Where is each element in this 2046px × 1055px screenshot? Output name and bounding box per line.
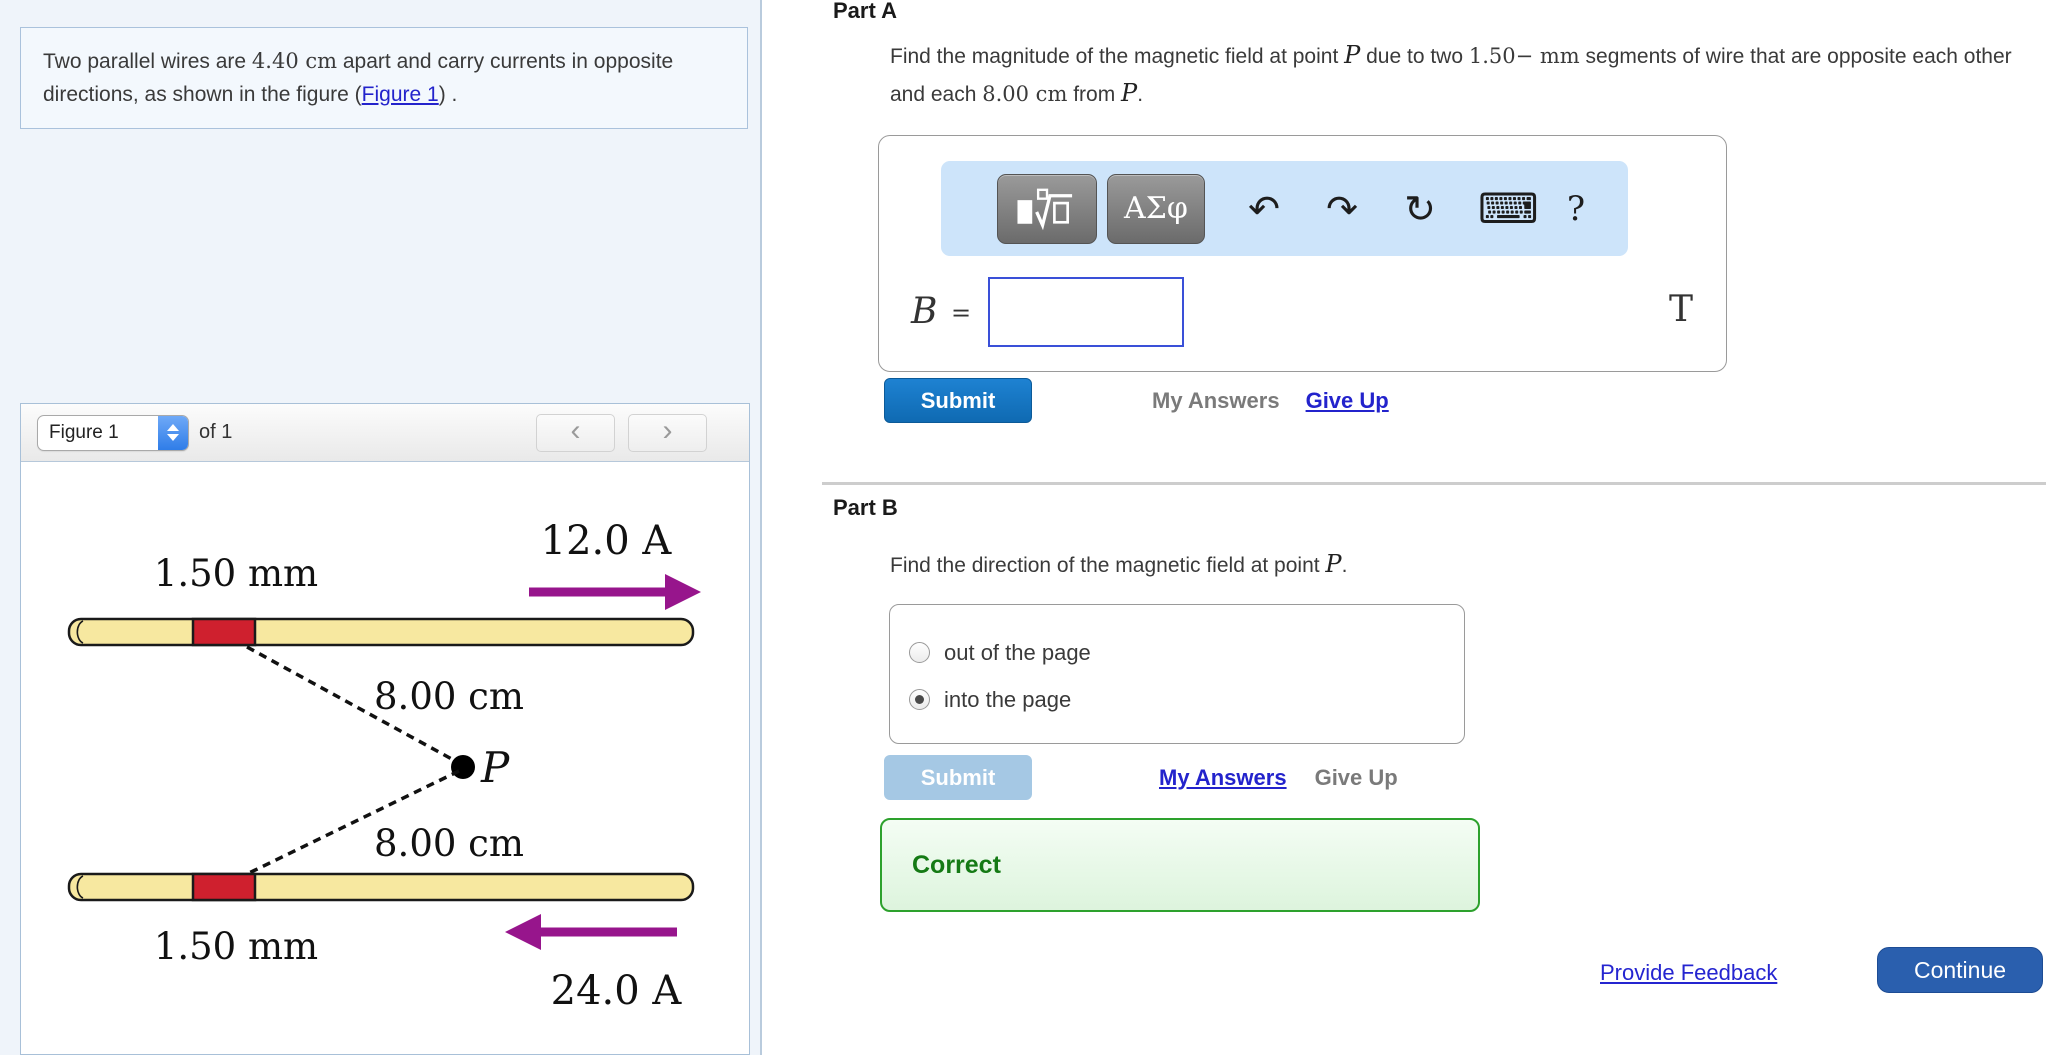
part-b-question: Find the direction of the magnetic field…	[890, 545, 2040, 583]
figure-select-value: Figure 1	[49, 421, 119, 443]
continue-button[interactable]: Continue	[1877, 947, 2043, 993]
part-a-question: Find the magnitude of the magnetic field…	[890, 36, 2040, 113]
bottom-wire-segment	[191, 872, 257, 902]
equation-templates-button[interactable]	[997, 173, 1097, 244]
question-text: Find the magnitude of the magnetic field…	[890, 45, 1345, 68]
upper-distance-line	[246, 645, 460, 765]
top-wire-segment	[191, 617, 257, 647]
option-into-page[interactable]: into the page	[890, 676, 1464, 723]
point-p-dot	[451, 755, 475, 779]
lower-distance-line	[246, 769, 460, 876]
question-text: Find the direction of the magnetic field…	[890, 554, 1326, 577]
bottom-current-arrow	[505, 914, 677, 950]
equation-toolbar: ΑΣφ ↶ ↷ ↻ ⌨ ?	[941, 161, 1628, 256]
figure-select[interactable]: Figure 1	[37, 414, 189, 451]
option-label: out of the page	[944, 639, 1091, 665]
chevron-up-icon	[167, 424, 179, 431]
question-text: .	[1137, 83, 1144, 107]
section-divider	[822, 482, 2046, 485]
next-figure-button[interactable]: ›	[628, 413, 707, 452]
radio-dot	[915, 695, 924, 704]
part-a-answer-panel: ΑΣφ ↶ ↷ ↻ ⌨ ? B = T	[878, 135, 1727, 372]
help-icon[interactable]: ?	[1566, 188, 1586, 229]
toolbar-icons: ↶ ↷ ↻ ⌨ ?	[1244, 183, 1596, 233]
math-p: P	[1344, 41, 1361, 69]
problem-pane: Two parallel wires are 4.40 cm apart and…	[0, 0, 762, 1055]
part-a-actions: Submit My Answers Give Up	[884, 378, 1389, 423]
answer-input[interactable]	[988, 277, 1184, 347]
problem-text: apart and carry currents in opposite dir…	[43, 50, 674, 106]
figure-panel: Figure 1 of 1 ‹ › 12.0 A 1.50 mm	[20, 403, 750, 1055]
part-a-title: Part A	[833, 0, 897, 23]
figure-header: Figure 1 of 1 ‹ ›	[21, 404, 749, 462]
part-b-give-up-link: Give Up	[1314, 764, 1398, 790]
option-out-of-page[interactable]: out of the page	[890, 629, 1464, 676]
chevron-down-icon	[167, 434, 179, 441]
top-current-arrow	[529, 574, 701, 610]
keyboard-icon[interactable]: ⌨	[1478, 183, 1539, 233]
distance-value: 8.00 cm	[982, 82, 1068, 107]
undo-icon[interactable]: ↶	[1248, 186, 1280, 231]
radio-icon[interactable]	[909, 642, 930, 663]
redo-icon[interactable]: ↷	[1326, 186, 1358, 231]
top-current-label: 12.0 A	[541, 518, 673, 564]
part-a-my-answers-link: My Answers	[1152, 387, 1280, 413]
problem-statement: Two parallel wires are 4.40 cm apart and…	[20, 27, 748, 130]
question-text: due to two	[1360, 45, 1469, 68]
bottom-segment-length-label: 1.50 mm	[154, 925, 318, 968]
lower-distance-label: 8.00 cm	[374, 822, 524, 865]
math-p: P	[1121, 79, 1138, 108]
option-label: into the page	[944, 686, 1072, 712]
part-a-submit-button[interactable]: Submit	[884, 378, 1032, 423]
feedback-box: Correct	[880, 818, 1480, 912]
answer-variable-label: B	[911, 291, 938, 332]
stepper-icon[interactable]	[158, 415, 188, 450]
part-b-submit-button: Submit	[884, 755, 1032, 800]
bottom-current-label: 24.0 A	[551, 968, 683, 1014]
part-b-answer-box: out of the page into the page	[889, 604, 1465, 744]
part-a-give-up-link[interactable]: Give Up	[1305, 387, 1389, 413]
bottom-wire	[67, 872, 695, 902]
point-p-label: P	[480, 743, 510, 792]
part-b-my-answers-link[interactable]: My Answers	[1159, 764, 1287, 790]
figure-nav: ‹ ›	[536, 413, 707, 452]
math-p: P	[1325, 550, 1342, 578]
length-value: 1.50− mm	[1468, 44, 1580, 68]
radio-icon-selected[interactable]	[909, 689, 930, 710]
problem-distance-value: 4.40 cm	[251, 49, 338, 73]
part-b-actions: Submit My Answers Give Up	[884, 755, 1398, 800]
problem-text: ) .	[438, 82, 458, 106]
provide-feedback-link[interactable]: Provide Feedback	[1600, 960, 1778, 985]
main-content: Part A Find the magnitude of the magneti…	[764, 0, 2046, 1055]
figure-count-label: of 1	[199, 421, 233, 443]
chevron-right-icon: ›	[662, 413, 673, 447]
figure-link[interactable]: Figure 1	[361, 82, 439, 106]
root-template-icon	[1017, 188, 1073, 230]
wires-figure: 12.0 A 1.50 mm 8.00 cm P 8.00 cm	[67, 518, 701, 1014]
question-text: from	[1067, 83, 1122, 107]
previous-figure-button[interactable]: ‹	[536, 413, 615, 452]
problem-text: Two parallel wires are	[43, 50, 252, 73]
greek-symbols-label: ΑΣφ	[1124, 191, 1188, 226]
chevron-left-icon: ‹	[570, 413, 581, 447]
reset-icon[interactable]: ↻	[1404, 186, 1436, 231]
top-segment-length-label: 1.50 mm	[154, 552, 318, 595]
greek-symbols-button[interactable]: ΑΣφ	[1107, 173, 1205, 244]
upper-distance-label: 8.00 cm	[374, 675, 524, 718]
equals-sign: =	[951, 299, 972, 327]
question-text: segments of wire that are opposite each …	[890, 45, 2012, 107]
unit-label: T	[1669, 289, 1694, 330]
correct-status: Correct	[912, 850, 1001, 879]
part-b-title: Part B	[833, 495, 898, 520]
question-text: .	[1341, 554, 1348, 577]
top-wire	[67, 617, 695, 647]
